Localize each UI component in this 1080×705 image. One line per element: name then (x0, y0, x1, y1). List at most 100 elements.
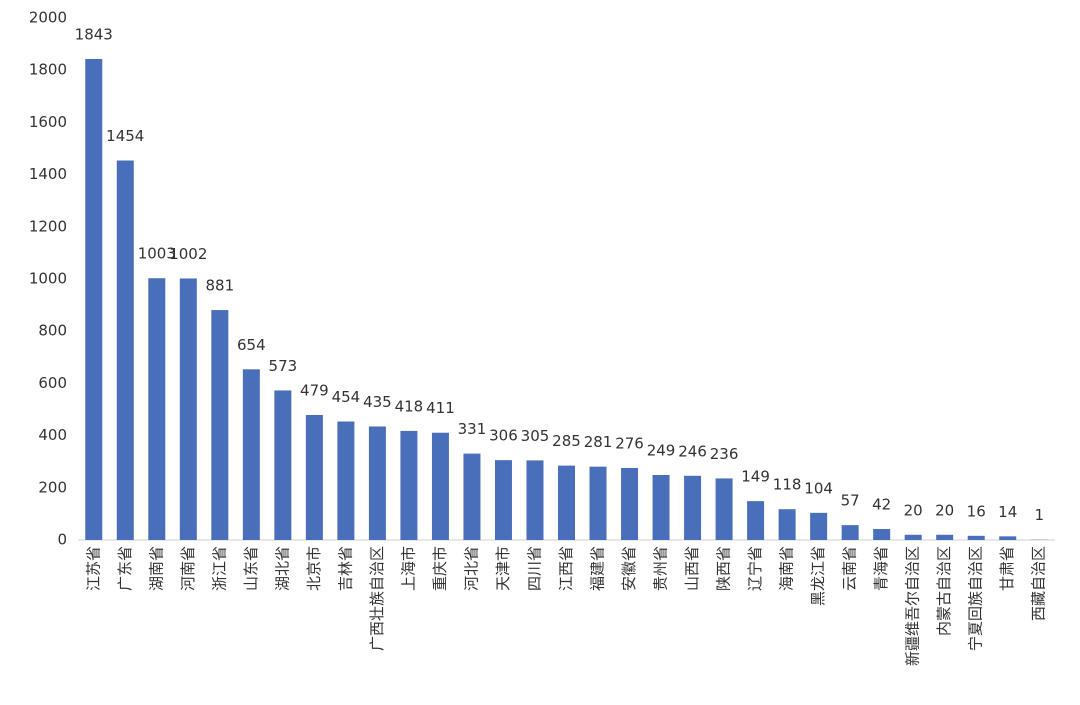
x-tick-label: 重庆市 (431, 546, 449, 591)
value-label: 20 (904, 501, 923, 519)
y-tick-label: 1000 (29, 270, 67, 288)
x-tick-label: 内蒙古自治区 (935, 546, 953, 636)
value-label: 1 (1034, 506, 1044, 524)
x-tick-label: 贵州省 (652, 546, 670, 591)
x-tick-label: 云南省 (841, 546, 859, 591)
value-label: 14 (998, 503, 1017, 521)
value-label: 305 (521, 427, 550, 445)
bar (179, 278, 197, 540)
value-label: 149 (741, 468, 770, 486)
value-label: 331 (458, 420, 487, 438)
y-tick-label: 800 (38, 322, 67, 340)
x-tick-label: 吉林省 (336, 546, 354, 591)
bar (558, 465, 575, 540)
bar (116, 160, 134, 541)
value-label: 42 (872, 496, 891, 514)
bar (747, 501, 765, 540)
y-tick-label: 1200 (29, 217, 67, 235)
value-label: 16 (967, 502, 986, 520)
bar (431, 432, 449, 540)
x-tick-label: 安徽省 (620, 546, 638, 591)
value-label: 1003 (138, 245, 176, 263)
bar (715, 478, 733, 540)
x-tick-label: 黑龙江省 (809, 546, 827, 606)
x-tick-label: 浙江省 (210, 546, 228, 591)
x-tick-label: 福建省 (589, 546, 607, 591)
x-tick-label: 宁夏回族自治区 (967, 546, 985, 651)
x-tick-label: 上海市 (399, 546, 417, 591)
bar (494, 460, 512, 540)
value-label: 57 (841, 492, 860, 510)
bar (810, 512, 828, 540)
value-label: 104 (804, 479, 833, 497)
value-label: 454 (332, 388, 361, 406)
bar (242, 369, 260, 540)
x-tick-label: 江苏省 (84, 546, 102, 591)
value-label: 285 (552, 432, 581, 450)
y-tick-label: 1400 (29, 165, 67, 183)
value-label: 411 (426, 399, 455, 417)
bar (337, 421, 355, 540)
value-label: 20 (935, 501, 954, 519)
x-tick-label: 北京市 (305, 546, 323, 591)
value-label: 236 (710, 445, 739, 463)
x-tick-label: 河北省 (462, 546, 480, 591)
value-label: 281 (584, 433, 613, 451)
y-tick-label: 400 (38, 426, 67, 444)
y-tick-label: 1600 (29, 113, 67, 131)
bar (305, 414, 323, 540)
value-label: 881 (206, 277, 235, 295)
x-tick-label: 天津市 (494, 546, 512, 591)
value-label: 246 (678, 442, 707, 460)
x-tick-label: 河南省 (179, 546, 197, 591)
bar (904, 534, 922, 540)
y-tick-label: 200 (38, 478, 67, 496)
x-tick-label: 海南省 (778, 546, 796, 591)
bar (841, 525, 859, 540)
bar (999, 536, 1017, 540)
bar (967, 535, 985, 540)
x-tick-label: 西藏自治区 (1030, 546, 1048, 621)
bar (873, 529, 891, 540)
bar (778, 509, 796, 540)
bar (400, 430, 418, 540)
y-tick-label: 2000 (29, 9, 67, 27)
y-tick-label: 0 (57, 531, 67, 549)
bar (148, 278, 166, 540)
value-label: 276 (615, 434, 644, 452)
value-label: 418 (395, 397, 424, 415)
x-tick-label: 江西省 (557, 546, 575, 591)
bar (368, 426, 386, 540)
bar (85, 58, 103, 541)
x-tick-label: 广东省 (116, 546, 134, 591)
value-label: 479 (300, 381, 329, 399)
bar (589, 466, 607, 540)
x-tick-label: 辽宁省 (746, 546, 764, 591)
value-label: 306 (489, 427, 518, 445)
y-tick-label: 1800 (29, 61, 67, 79)
y-tick-label: 600 (38, 374, 67, 392)
value-label: 1843 (75, 25, 113, 43)
bar (684, 475, 702, 540)
x-tick-label: 湖北省 (273, 546, 291, 591)
bar (526, 460, 544, 540)
x-tick-label: 湖南省 (147, 546, 165, 591)
x-tick-label: 广西壮族自治区 (368, 546, 386, 651)
x-tick-label: 新疆维吾尔自治区 (904, 546, 922, 666)
x-tick-label: 陕西省 (715, 546, 733, 591)
x-tick-label: 四川省 (525, 546, 543, 591)
bar (621, 467, 639, 540)
value-label: 1454 (106, 127, 144, 145)
x-tick-label: 山东省 (242, 546, 260, 591)
value-label: 1002 (169, 245, 207, 263)
bar (463, 453, 481, 540)
bar (274, 390, 292, 540)
value-label: 435 (363, 393, 392, 411)
value-label: 573 (269, 357, 298, 375)
x-tick-label: 青海省 (872, 546, 890, 591)
value-label: 118 (773, 476, 802, 494)
bar (211, 310, 229, 540)
x-tick-label: 山西省 (683, 546, 701, 591)
bar (936, 534, 954, 540)
